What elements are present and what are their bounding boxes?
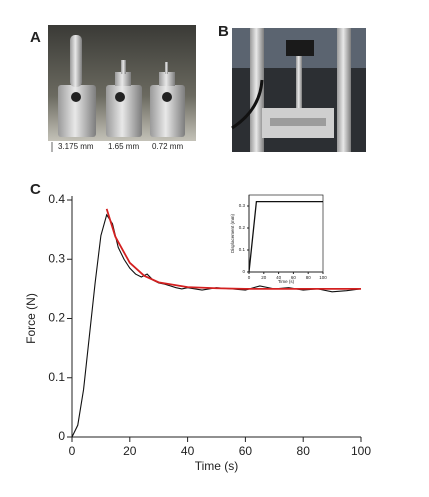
x-tick-label: 40 — [181, 444, 195, 458]
panel-label: B — [218, 23, 229, 40]
x-tick-label: 20 — [123, 444, 137, 458]
y-axis-label: Force (N) — [24, 293, 38, 344]
y-tick-label: 0.1 — [239, 247, 246, 252]
photo-annotation: 0.72 mm — [152, 142, 183, 151]
y-tick-label: 0.4 — [48, 192, 65, 206]
x-tick-label: 80 — [306, 275, 312, 280]
y-tick-label: 0 — [58, 429, 65, 443]
x-axis-label: Time (s) — [278, 279, 295, 284]
y-tick-label: 0.3 — [48, 251, 65, 265]
inset-frame — [248, 194, 324, 273]
y-tick-label: 0.1 — [48, 370, 65, 384]
x-tick-label: 60 — [291, 275, 297, 280]
photo-annotation: 3.175 mm — [58, 142, 94, 151]
y-tick-label: 0.2 — [48, 311, 65, 325]
y-axis-label: Displacement (mm) — [230, 214, 235, 254]
x-tick-label: 40 — [276, 275, 282, 280]
x-tick-label: 0 — [69, 444, 76, 458]
data-line — [105, 208, 361, 290]
photo-a — [48, 25, 196, 157]
x-axis-label: Time (s) — [195, 459, 239, 473]
panel-label: A — [30, 29, 41, 46]
x-tick-label: 100 — [351, 444, 371, 458]
panel-label: C — [30, 181, 41, 198]
x-tick-label: 100 — [319, 275, 327, 280]
photo-annotation: 1.65 mm — [108, 142, 139, 151]
y-tick-label: 0.2 — [239, 225, 246, 230]
data-line — [248, 200, 323, 273]
y-tick-label: 0.3 — [239, 203, 246, 208]
x-tick-label: 20 — [261, 275, 267, 280]
photo-b — [231, 28, 366, 152]
x-tick-label: 0 — [248, 275, 251, 280]
x-tick-label: 60 — [239, 444, 253, 458]
y-tick-label: 0 — [242, 269, 245, 274]
x-tick-label: 80 — [297, 444, 311, 458]
